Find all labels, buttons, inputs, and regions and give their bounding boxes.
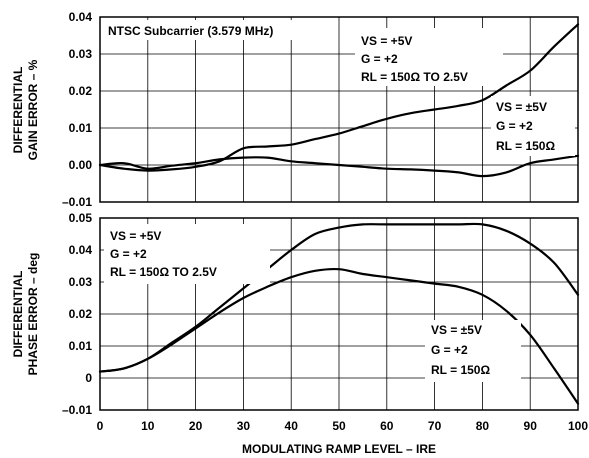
gain-y-tick-label: 0.02 <box>69 84 93 98</box>
phase-series-2-line <box>98 267 580 405</box>
gain-y-axis-title-line2: GAIN ERROR – % <box>26 59 40 160</box>
phase-y-tick-label: 0.02 <box>69 307 93 321</box>
x-tick-label: 70 <box>428 419 442 433</box>
gain-curves <box>98 23 580 178</box>
subcarrier-label: NTSC Subcarrier (3.579 MHz) <box>108 24 273 38</box>
gain-vspm5-label-bg <box>491 96 575 156</box>
gain-vspm5-g-label: G = +2 <box>496 119 533 133</box>
phase-y-tick-label: 0.04 <box>69 243 93 257</box>
x-tick-label: 30 <box>237 419 251 433</box>
x-tick-label: 50 <box>332 419 346 433</box>
gain-series-1-line <box>98 23 580 172</box>
phase-y-axis-title-line2: PHASE ERROR – deg <box>26 253 40 376</box>
phase-y-axis-title-line1: DIFFERENTIAL <box>11 271 25 358</box>
phase-vs5-g-label: G = +2 <box>110 247 147 261</box>
gain-vs5-rl-label: RL = 150Ω TO 2.5V <box>361 70 468 84</box>
x-axis-title: MODULATING RAMP LEVEL – IRE <box>242 442 436 456</box>
subcarrier-label-bg <box>104 20 332 40</box>
phase-vs5-rl-label: RL = 150Ω TO 2.5V <box>110 265 217 279</box>
gain-series-2-line <box>98 154 580 178</box>
x-tick-label: 60 <box>380 419 394 433</box>
phase-y-tick-label: –0.01 <box>62 403 92 417</box>
phase-plot-frame <box>99 217 579 411</box>
phase-vspm5-label-bg <box>425 320 521 382</box>
gain-plot-frame <box>99 16 579 203</box>
phase-vspm5-vs-label: VS = ±5V <box>431 323 482 337</box>
phase-series-1-line <box>98 222 580 373</box>
phase-curves <box>98 222 580 405</box>
gain-y-tick-label: 0.00 <box>69 158 93 172</box>
phase-vs5-label-bg <box>104 224 270 284</box>
gain-y-tick-label: –0.01 <box>62 195 92 209</box>
phase-panel: –0.01 0 0.01 0.02 0.03 0.04 0.05 0 10 20 30 40 50 60… <box>11 211 588 456</box>
gain-vs5-vs-label: VS = +5V <box>361 34 412 48</box>
phase-y-tick-label: 0.01 <box>69 339 93 353</box>
phase-y-tick-labels: –0.01 0 0.01 0.02 0.03 0.04 0.05 <box>62 211 92 417</box>
gain-vs5-label-bg <box>355 28 503 86</box>
phase-vspm5-g-label: G = +2 <box>431 343 468 357</box>
gain-y-tick-labels: –0.01 0.00 0.01 0.02 0.03 0.04 <box>62 10 92 209</box>
gain-y-tick-label: 0.03 <box>69 47 93 61</box>
phase-vspm5-rl-label: RL = 150Ω <box>431 363 490 377</box>
x-tick-label: 40 <box>285 419 299 433</box>
x-tick-label: 90 <box>524 419 538 433</box>
gain-vspm5-rl-label: RL = 150Ω <box>496 139 555 153</box>
x-tick-labels: 0 10 20 30 40 50 60 70 80 90 100 <box>97 419 589 433</box>
phase-vs5-vs-label: VS = +5V <box>110 229 161 243</box>
gain-y-tick-label: 0.01 <box>69 121 93 135</box>
x-tick-label: 80 <box>476 419 490 433</box>
gain-y-tick-label: 0.04 <box>69 10 93 24</box>
gain-vspm5-vs-label: VS = ±5V <box>496 100 547 114</box>
x-tick-label: 0 <box>97 419 104 433</box>
x-tick-label: 100 <box>568 419 588 433</box>
x-tick-label: 20 <box>189 419 203 433</box>
phase-y-tick-label: 0 <box>85 371 92 385</box>
gain-panel: –0.01 0.00 0.01 0.02 0.03 0.04 DIFFERENTIAL G… <box>11 10 580 209</box>
gain-y-axis-title-line1: DIFFERENTIAL <box>11 67 25 154</box>
phase-y-tick-label: 0.05 <box>69 211 93 225</box>
x-tick-label: 10 <box>141 419 155 433</box>
gain-vs5-g-label: G = +2 <box>361 52 398 66</box>
phase-y-tick-label: 0.03 <box>69 275 93 289</box>
